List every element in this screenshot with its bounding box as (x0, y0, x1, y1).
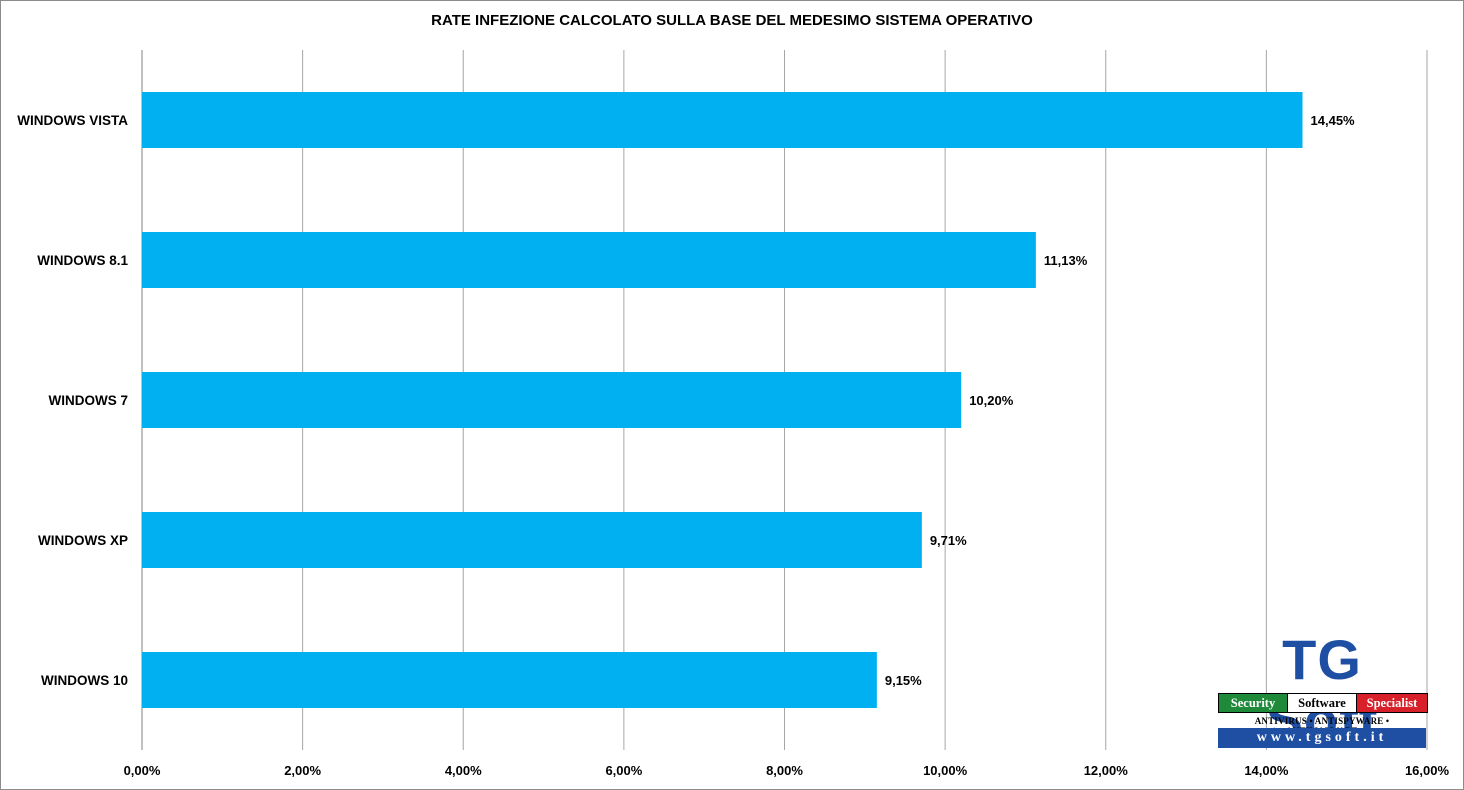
data-label: 10,20% (969, 393, 1014, 408)
logo-tagline-specialist: Specialist (1357, 694, 1427, 712)
category-label: WINDOWS 8.1 (37, 253, 128, 268)
x-tick-label: 10,00% (923, 763, 968, 778)
bar (142, 232, 1036, 288)
bar (142, 92, 1303, 148)
logo-tagline: Security Software Specialist (1218, 693, 1428, 713)
chart-title: RATE INFEZIONE CALCOLATO SULLA BASE DEL … (431, 12, 1033, 29)
category-label: WINDOWS XP (38, 533, 128, 548)
x-tick-label: 8,00% (766, 763, 803, 778)
data-label: 9,71% (930, 533, 967, 548)
x-tick-label: 4,00% (445, 763, 482, 778)
x-tick-label: 14,00% (1244, 763, 1289, 778)
tgsoft-logo: TG Soft Security Software Specialist ANT… (1218, 630, 1428, 750)
logo-tagline-security: Security (1219, 694, 1287, 712)
category-label: WINDOWS 7 (49, 393, 129, 408)
bar (142, 512, 922, 568)
x-tick-label: 6,00% (605, 763, 642, 778)
data-label: 9,15% (885, 673, 922, 688)
x-tick-label: 16,00% (1405, 763, 1450, 778)
x-tick-label: 2,00% (284, 763, 321, 778)
data-label: 14,45% (1311, 113, 1356, 128)
data-label: 11,13% (1044, 253, 1088, 268)
category-label: WINDOWS 10 (41, 673, 128, 688)
x-tick-label: 12,00% (1084, 763, 1129, 778)
bar (142, 372, 962, 428)
x-tick-label: 0,00% (124, 763, 161, 778)
logo-tagline-software: Software (1287, 694, 1357, 712)
category-label: WINDOWS VISTA (17, 113, 128, 128)
bar (142, 652, 877, 708)
logo-url: www.tgsoft.it (1218, 728, 1426, 748)
